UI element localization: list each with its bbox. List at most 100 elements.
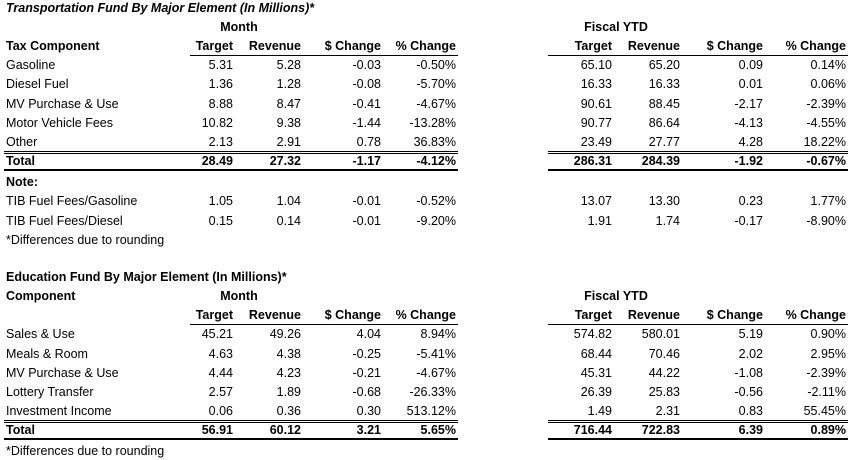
row-cell: 5.31 — [208, 58, 233, 72]
column-header: $ Change — [706, 308, 763, 322]
row-cell: -4.67% — [416, 97, 456, 111]
note-row-cell: -0.52% — [416, 194, 456, 208]
row-cell: 16.33 — [580, 77, 612, 91]
row-cell: 90.77 — [580, 116, 612, 130]
footnote: *Differences due to rounding — [6, 233, 165, 247]
rule-line — [548, 422, 848, 423]
row-cell: -4.67% — [416, 366, 456, 380]
rule-line — [548, 151, 848, 152]
row-cell: -4.55% — [806, 116, 846, 130]
note-row-cell: 1.91 — [587, 214, 612, 228]
row-cell: 4.04 — [356, 327, 381, 341]
row-cell: -13.28% — [409, 116, 456, 130]
row-cell: 2.02 — [738, 347, 763, 361]
row-cell: 0.01 — [738, 77, 763, 91]
row-cell: 0.36 — [276, 404, 301, 418]
row-cell: 513.12% — [406, 404, 456, 418]
row-cell: 16.33 — [648, 77, 680, 91]
total-cell: -0.67% — [806, 154, 846, 168]
rule-line — [4, 420, 458, 421]
row-cell: 49.26 — [269, 327, 301, 341]
row-cell: -2.39% — [806, 366, 846, 380]
row-cell: 4.23 — [276, 366, 301, 380]
group-header: Month — [220, 289, 258, 303]
row-cell: 86.64 — [648, 116, 680, 130]
rule-line — [548, 55, 848, 56]
note-row-cell: 0.14 — [276, 214, 301, 228]
total-cell: 716.44 — [573, 423, 612, 437]
row-label: Diesel Fuel — [6, 77, 69, 91]
row-cell: -2.17 — [734, 97, 764, 111]
total-cell: 56.91 — [201, 423, 233, 437]
row-label: Gasoline — [6, 58, 56, 72]
total-cell: 5.65% — [420, 423, 456, 437]
row-cell: -5.70% — [416, 77, 456, 91]
row-label: Lottery Transfer — [6, 385, 94, 399]
row-cell: -0.68 — [352, 385, 382, 399]
row-cell: 0.06 — [208, 404, 233, 418]
total-cell: 27.32 — [269, 154, 301, 168]
row-cell: -0.56 — [734, 385, 764, 399]
row-cell: 26.39 — [580, 385, 612, 399]
row-cell: 4.63 — [208, 347, 233, 361]
row-label: MV Purchase & Use — [6, 366, 119, 380]
column-header: Target — [195, 39, 233, 53]
rule-line — [4, 422, 458, 423]
rule-line — [190, 324, 458, 325]
note-row-cell: -8.90% — [806, 214, 846, 228]
row-cell: 5.19 — [738, 327, 763, 341]
note-row-cell: 13.30 — [648, 194, 680, 208]
column-header: $ Change — [324, 308, 381, 322]
rule-line — [548, 169, 848, 171]
row-cell: 65.20 — [648, 58, 680, 72]
group-header: Month — [220, 20, 258, 34]
note-row-cell: -9.20% — [416, 214, 456, 228]
note-row-cell: 1.74 — [655, 214, 680, 228]
rule-line — [4, 153, 458, 154]
total-cell: 28.49 — [201, 154, 233, 168]
row-cell: -5.41% — [416, 347, 456, 361]
rule-line — [548, 438, 848, 440]
column-header: $ Change — [324, 39, 381, 53]
row-cell: 65.10 — [580, 58, 612, 72]
footnote: *Differences due to rounding — [6, 444, 165, 458]
row-label: MV Purchase & Use — [6, 97, 119, 111]
total-cell: -1.92 — [734, 154, 764, 168]
rule-line — [548, 324, 848, 325]
row-cell: 1.28 — [276, 77, 301, 91]
column-header: % Change — [785, 308, 846, 322]
row-cell: 90.61 — [580, 97, 612, 111]
total-label: Total — [6, 423, 35, 437]
row-cell: 8.88 — [208, 97, 233, 111]
row-cell: 1.49 — [587, 404, 612, 418]
row-label: Meals & Room — [6, 347, 88, 361]
note-row-cell: -0.17 — [734, 214, 764, 228]
row-cell: 44.22 — [648, 366, 680, 380]
row-cell: -4.13 — [734, 116, 764, 130]
row-cell: 2.95% — [810, 347, 846, 361]
row-cell: 2.31 — [655, 404, 680, 418]
row-label: Other — [6, 135, 38, 149]
note-row-label: TIB Fuel Fees/Gasoline — [6, 194, 138, 208]
column-header: Tax Component — [6, 39, 100, 53]
row-cell: 27.77 — [648, 135, 680, 149]
row-cell: 36.83% — [413, 135, 456, 149]
column-header: % Change — [395, 39, 456, 53]
note-label: Note: — [6, 175, 38, 189]
row-cell: -1.08 — [734, 366, 764, 380]
column-header: Target — [574, 308, 612, 322]
row-cell: 18.22% — [803, 135, 846, 149]
column-header: Revenue — [627, 308, 680, 322]
note-row-label: TIB Fuel Fees/Diesel — [6, 214, 123, 228]
note-row-cell: 13.07 — [580, 194, 612, 208]
row-cell: 8.94% — [420, 327, 456, 341]
row-cell: 0.06% — [810, 77, 846, 91]
row-cell: -0.41 — [352, 97, 382, 111]
column-header: Component — [6, 289, 76, 303]
row-cell: 2.13 — [208, 135, 233, 149]
total-cell: 284.39 — [641, 154, 680, 168]
row-cell: 4.28 — [738, 135, 763, 149]
note-row-cell: 1.77% — [810, 194, 846, 208]
column-header: % Change — [395, 308, 456, 322]
